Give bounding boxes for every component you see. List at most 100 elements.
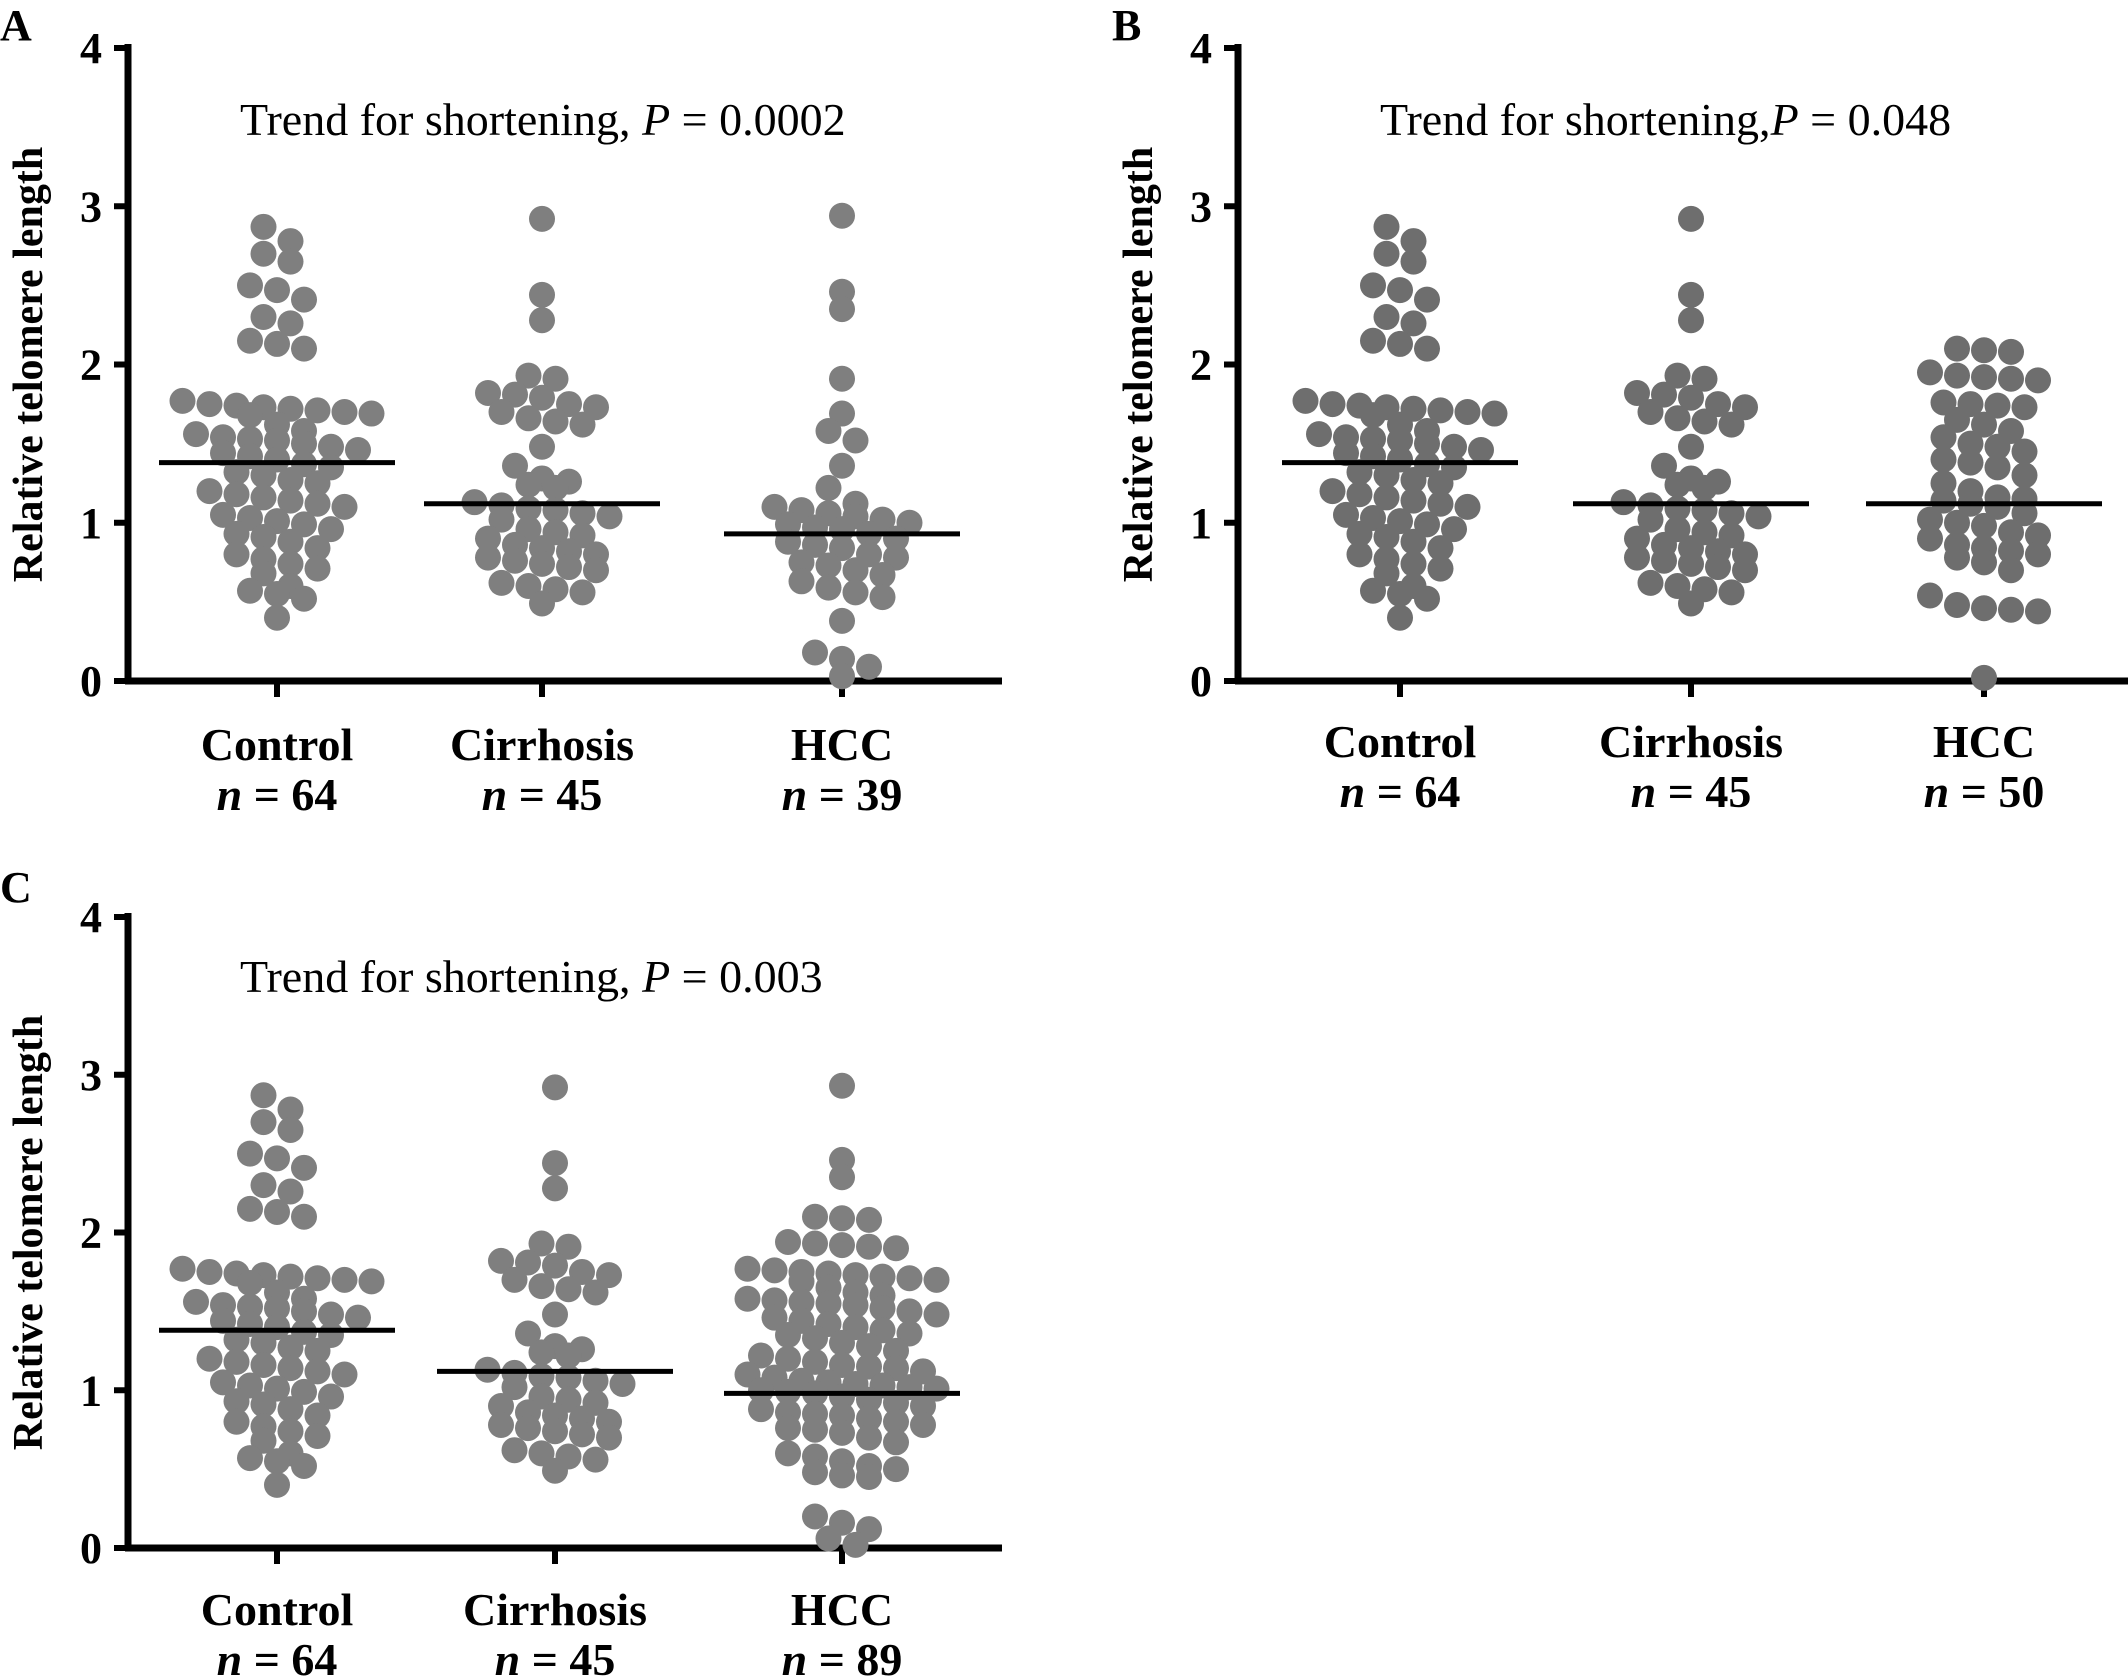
data-point [501,1374,528,1401]
data-point [1427,490,1454,517]
panel-letter: A [0,1,32,50]
data-point [815,1525,842,1552]
data-point [1944,592,1970,619]
data-point [277,467,304,494]
data-point [883,1235,909,1262]
data-point [829,1232,855,1259]
data-point [883,1456,909,1483]
data-point [1651,547,1677,574]
data-point [2011,462,2038,489]
data-point [1984,392,2011,419]
data-point [358,1268,385,1295]
data-point [775,1440,801,1467]
data-point [488,569,515,596]
data-point [345,1304,371,1331]
data-point [1917,525,1943,552]
data-point [1957,449,1984,476]
data-point [1917,506,1943,533]
data-point [264,330,290,357]
data-point [1400,228,1427,255]
data-point [896,1298,923,1325]
y-tick-label: 2 [1190,341,1212,390]
data-point [223,1408,250,1435]
data-point [829,1419,855,1446]
data-point [529,550,555,577]
data-point [1360,402,1386,429]
data-point [529,281,555,308]
data-point [1427,470,1454,497]
data-point [761,1257,788,1284]
data-point [264,1295,290,1322]
data-point [788,568,815,595]
data-point [1373,484,1400,511]
data-point [869,584,896,611]
n-symbol: n [482,769,508,820]
data-point [1971,595,1997,622]
n-symbol: n [217,769,243,820]
data-point [331,1266,358,1293]
data-point [1971,411,1997,438]
data-point [291,1298,317,1325]
data-point [1387,427,1413,454]
data-point [1292,387,1319,414]
data-point [802,1459,828,1486]
data-point [1998,557,2024,584]
data-point [842,427,869,454]
data-point [1678,433,1704,460]
data-point [2011,394,2038,421]
data-point [734,1255,761,1282]
data-point [1400,310,1427,337]
data-point [1971,364,1997,391]
category-label: HCC [791,719,893,770]
data-point [1718,500,1745,527]
data-point [1998,519,2024,546]
data-point [775,1322,801,1349]
data-point [542,408,569,435]
data-point [529,205,555,232]
data-point [555,1276,582,1303]
data-point [488,1393,514,1420]
panel-letter: B [1112,1,1141,50]
data-point [237,402,263,429]
data-point [277,1178,304,1205]
data-point [775,1228,801,1255]
data-point [856,1333,882,1360]
data-point [1678,281,1704,308]
data-point [210,1369,236,1396]
data-point [291,585,317,612]
y-tick-label: 2 [80,341,102,390]
data-point [318,1301,344,1328]
n-symbol: n [495,1634,521,1676]
data-point [856,653,882,680]
data-point [277,1116,304,1143]
data-point [250,484,277,511]
data-point [277,248,304,275]
data-point [331,493,358,520]
data-point [1387,277,1413,304]
chart-panel-c: C 0 1 2 3 4 Relative telomere length Trend for … [0,863,1002,1676]
data-point [223,1326,250,1353]
data-point [815,1290,842,1317]
data-point [1414,286,1440,313]
data-point [475,379,501,406]
data-point [501,1437,528,1464]
data-point [210,440,236,467]
data-point [1917,359,1943,386]
data-point [775,1415,801,1442]
n-symbol: n [217,1634,243,1676]
y-tick-label: 4 [80,24,102,73]
data-point [1917,582,1943,609]
data-point [277,487,304,514]
data-point [169,387,196,414]
data-point [1400,248,1427,275]
data-point [304,1337,331,1364]
data-point [1319,391,1346,418]
data-point [1454,398,1481,425]
data-point [183,421,209,448]
n-value: = 39 [807,769,902,820]
data-point [264,1471,290,1498]
data-point [183,1288,209,1315]
data-point [515,362,542,389]
data-point [869,1263,896,1290]
data-point [542,1252,568,1279]
